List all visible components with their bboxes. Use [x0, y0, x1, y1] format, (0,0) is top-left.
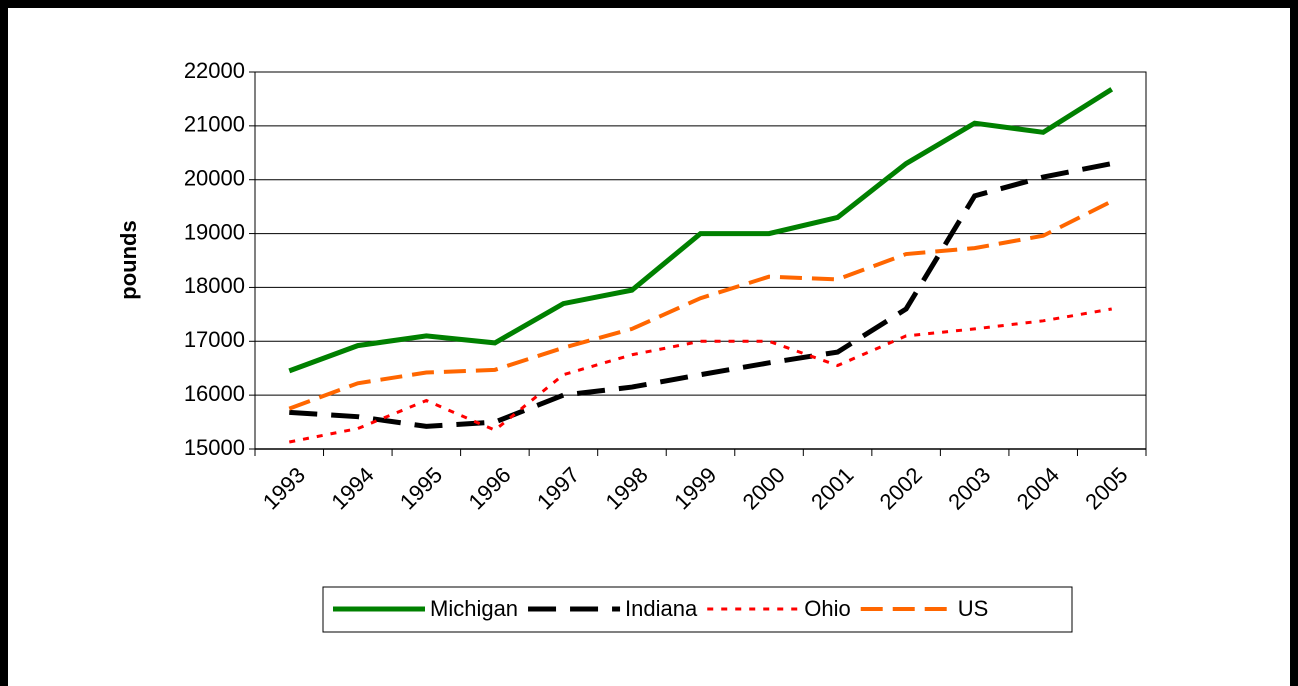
- legend-label: Indiana: [625, 596, 698, 621]
- y-tick-label: 20000: [184, 166, 245, 191]
- y-tick-label: 15000: [184, 435, 245, 460]
- legend-label: US: [958, 596, 989, 621]
- line-3: [288, 199, 1113, 411]
- legend-box: [322, 586, 1073, 633]
- y-tick-label: 16000: [184, 381, 245, 406]
- y-axis-label: pounds: [116, 220, 141, 299]
- y-tick-label: 21000: [184, 112, 245, 137]
- y-tick-label: 22000: [184, 58, 245, 83]
- y-tick-label: 19000: [184, 219, 245, 244]
- plot-area: [254, 71, 1147, 450]
- legend: Michigan Indiana Ohio US: [322, 586, 1073, 633]
- legend-label: Ohio: [804, 596, 850, 621]
- legend-label: Michigan: [430, 596, 518, 621]
- y-tick-label: 17000: [184, 327, 245, 352]
- line-0: [288, 87, 1114, 374]
- line-1: [289, 161, 1113, 429]
- y-tick-label: 18000: [184, 273, 245, 298]
- line-2: [288, 307, 1112, 444]
